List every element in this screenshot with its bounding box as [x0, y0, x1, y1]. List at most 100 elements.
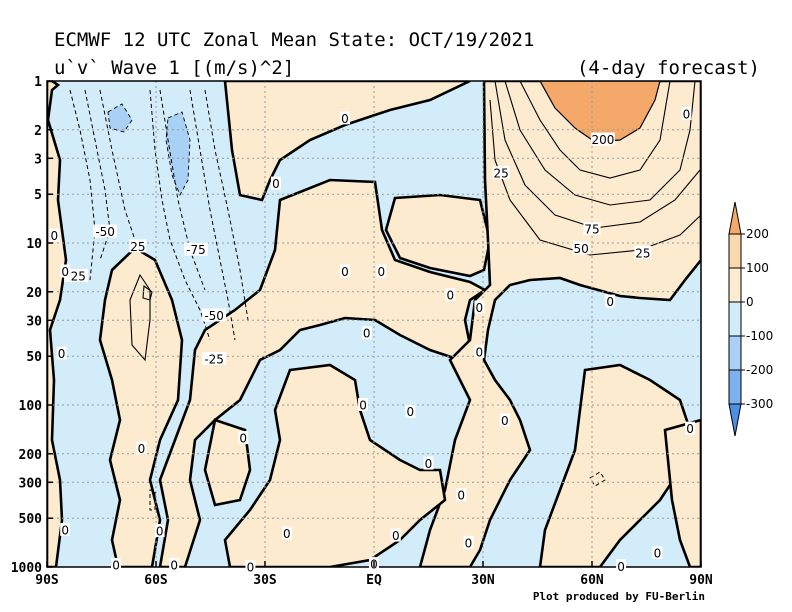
x-axis-ticks: 90S 60S 30S EQ 30N 60N 90N: [35, 561, 713, 588]
contour-label-text: 0: [156, 525, 164, 539]
contour-label-background: [499, 413, 510, 427]
contour-label-text: 50: [573, 242, 588, 256]
contour-label-background: [270, 176, 281, 190]
contour-label-background: [605, 294, 616, 308]
contour-label-background: [281, 526, 292, 540]
contour-label-text: 25: [130, 240, 145, 254]
contour-label-background: [56, 346, 67, 360]
chart-subtitle: u`v` Wave 1 [(m/s)^2]: [54, 57, 294, 79]
contour-label: -50: [202, 308, 227, 323]
y-axis-ticks: 1 2 3 5 10 20 30 50 100 200 300 500 1000: [11, 75, 53, 576]
credit-text: Plot produced by FU-Berlin: [533, 590, 705, 603]
colorbar-level-label: 100: [746, 261, 769, 275]
strong-negative-regions: [107, 103, 191, 197]
contour-label-text: 0: [407, 405, 415, 419]
contour-label-background: [572, 241, 590, 255]
contour-label-background: [685, 421, 696, 435]
colorbar-level-label: 0: [746, 295, 754, 309]
contour-label-text: 0: [425, 457, 433, 471]
contour-label-text: -75: [186, 243, 206, 257]
y-tick-label: 100: [19, 399, 43, 414]
colorbar-segment: [728, 301, 742, 337]
contour-label: 0: [281, 526, 292, 541]
colorbar-bottom-triangle: [728, 403, 742, 437]
contour-label-background: [245, 560, 256, 573]
contour-label-text: 0: [138, 442, 146, 456]
colorbar-level-label: 200: [746, 227, 769, 241]
colorbar-top-triangle: [728, 201, 742, 235]
y-tick-label: 5: [34, 188, 42, 203]
y-tick-label: 20: [26, 286, 42, 301]
contour-label-background: [423, 456, 434, 470]
colorbar-segment: [728, 267, 742, 303]
contour-label-text: 0: [61, 523, 69, 537]
contour-label: -50: [93, 224, 118, 239]
contour-label-text: -50: [95, 225, 115, 239]
contour-label-background: [474, 344, 485, 358]
y-tick-label: 50: [26, 350, 42, 365]
y-tick-label: 10: [26, 237, 42, 252]
contour-label-text: 0: [683, 108, 691, 122]
negative-contours: [69, 89, 606, 511]
contour-label-background: [183, 242, 208, 256]
contour-label: 50: [572, 241, 590, 256]
contour-label-text: -50: [204, 309, 224, 323]
contour-label-text: 0: [283, 527, 291, 541]
contour-label-background: [463, 535, 474, 549]
contour-label-background: [583, 222, 601, 236]
contour-label-background: [339, 264, 350, 278]
contour-label-text: 0: [58, 347, 66, 361]
contour-label-background: [169, 557, 180, 571]
contour-label-text: 0: [392, 529, 400, 543]
contour-label: 0: [405, 404, 416, 419]
x-tick-label: 30N: [471, 573, 495, 588]
y-tick-label: 1: [34, 75, 42, 90]
contour-label-background: [111, 557, 122, 571]
contour-label-text: 0: [363, 327, 371, 341]
contour-label-text: 0: [446, 289, 454, 303]
contour-label: 0: [339, 264, 350, 279]
contour-label: 0: [474, 300, 485, 315]
contour-label-text: 0: [476, 345, 484, 359]
x-tick-label: 30S: [253, 573, 277, 588]
contour-label-text: 0: [341, 265, 349, 279]
contour-label: 0: [652, 546, 663, 561]
contour-label: 0: [376, 264, 387, 279]
contour-label: -75: [183, 242, 208, 257]
contour-label: 0: [423, 456, 434, 471]
contour-label-background: [358, 398, 369, 411]
contour-label: 0: [445, 288, 456, 303]
contour-label: 0: [474, 344, 485, 359]
y-tick-label: 200: [19, 448, 43, 463]
contour-label-text: 25: [494, 167, 509, 181]
contour-label-text: 0: [606, 295, 614, 309]
contour-label: 0: [361, 326, 372, 341]
contour-label: 25: [129, 239, 147, 254]
contour-label-background: [390, 528, 401, 542]
contour-label-background: [60, 522, 71, 536]
contour-label: 0: [169, 557, 180, 572]
contour-label: 0: [245, 560, 256, 575]
contour-label-background: [405, 404, 416, 418]
contour-label-text: 0: [359, 399, 367, 413]
strong-positive-region: [539, 81, 661, 143]
contour-label: 0: [681, 107, 692, 122]
contour-label: -25: [202, 351, 227, 366]
colorbar-level-label: -100: [746, 329, 773, 343]
contour-label-background: [590, 132, 615, 146]
contour-label-text: 75: [584, 223, 599, 237]
contour-label-background: [238, 431, 249, 445]
contour-label-background: [202, 351, 227, 365]
contour-label-background: [129, 239, 147, 253]
colorbar-segment: [728, 335, 742, 371]
contour-label-text: 0: [465, 536, 473, 550]
contour-label: 0: [238, 431, 249, 446]
contour-label-text: 25: [635, 246, 650, 260]
contour-label: 0: [685, 421, 696, 436]
y-tick-label: 30: [26, 314, 42, 329]
chart-title: ECMWF 12 UTC Zonal Mean State: OCT/19/20…: [54, 29, 534, 51]
contour-label-text: 0: [239, 432, 247, 446]
contour-label-text: 0: [617, 560, 625, 574]
contour-label: 0: [60, 264, 71, 279]
